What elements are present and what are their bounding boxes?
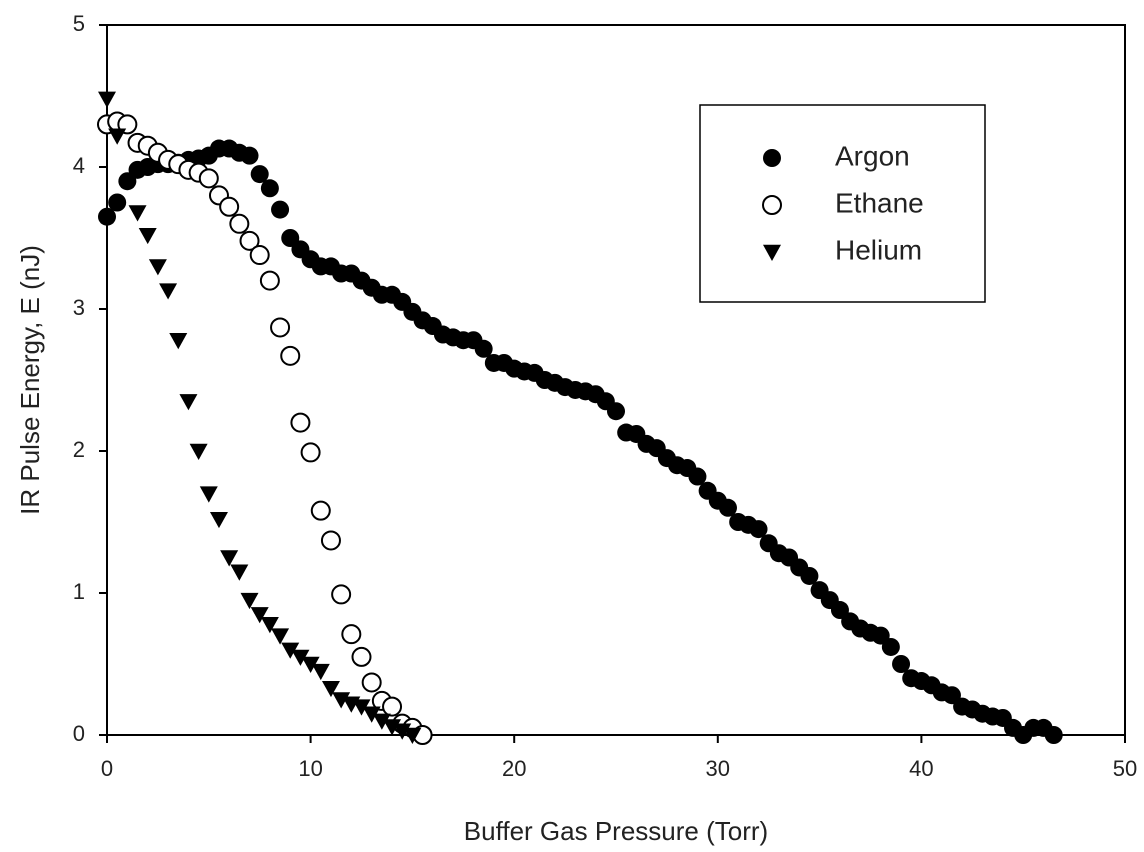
data-point	[250, 607, 269, 624]
data-point	[310, 500, 331, 521]
data-point	[98, 207, 116, 226]
data-point	[290, 412, 311, 433]
data-point	[148, 259, 167, 276]
y-tick-label: 3	[73, 295, 85, 320]
plot-frame	[106, 24, 1126, 736]
data-point	[260, 179, 279, 198]
x-tick-label: 0	[101, 756, 113, 781]
x-tick-label: 10	[298, 756, 322, 781]
data-point	[220, 550, 239, 567]
legend-label: Ethane	[835, 187, 924, 218]
data-point	[199, 486, 218, 503]
data-point	[281, 642, 300, 659]
data-point	[382, 696, 403, 717]
data-point	[332, 692, 351, 709]
data-point	[270, 317, 291, 338]
data-point	[881, 637, 900, 656]
data-point	[320, 530, 341, 551]
legend-box	[699, 104, 986, 303]
legend-label: Argon	[835, 140, 910, 171]
data-point	[280, 345, 301, 366]
y-tick-label: 5	[73, 11, 85, 36]
data-point	[341, 624, 362, 645]
data-point	[383, 719, 402, 736]
data-point	[249, 245, 270, 266]
data-point	[219, 196, 240, 217]
data-point	[331, 584, 352, 605]
data-point	[169, 333, 188, 350]
x-tick-label: 30	[706, 756, 730, 781]
data-point	[240, 146, 259, 165]
data-point	[300, 442, 321, 463]
data-point	[179, 394, 198, 411]
data-point	[128, 205, 147, 222]
data-point	[474, 339, 493, 358]
data-point	[259, 270, 280, 291]
x-axis-title: Buffer Gas Pressure (Torr)	[464, 816, 768, 846]
data-point	[607, 402, 625, 421]
data-point	[688, 467, 707, 486]
data-point	[372, 713, 391, 730]
data-point	[240, 592, 259, 610]
data-point	[250, 165, 269, 184]
data-point	[301, 656, 320, 673]
data-point	[239, 230, 260, 251]
legend-marker	[762, 195, 782, 215]
data-point	[749, 520, 768, 539]
data-point	[892, 655, 911, 673]
data-point	[230, 564, 249, 581]
legend-label: Helium	[835, 234, 922, 265]
data-point	[271, 200, 290, 219]
data-point	[800, 566, 819, 585]
data-point	[311, 663, 330, 681]
data-point	[189, 443, 208, 460]
legend-marker	[763, 149, 781, 167]
data-point	[351, 646, 372, 667]
data-point	[98, 91, 116, 108]
legend-marker	[763, 244, 781, 261]
data-point	[1044, 726, 1063, 744]
x-tick-label: 20	[502, 756, 526, 781]
y-tick-label: 1	[73, 579, 85, 604]
data-point	[108, 193, 127, 212]
x-tick-label: 40	[909, 756, 933, 781]
data-point	[198, 168, 219, 189]
y-tick-label: 2	[73, 437, 85, 462]
y-tick-label: 4	[73, 153, 85, 178]
y-axis-title: IR Pulse Energy, E (nJ)	[15, 245, 45, 515]
data-point	[352, 699, 371, 716]
data-point	[362, 706, 381, 723]
y-tick-label: 0	[73, 721, 85, 746]
data-point	[108, 128, 127, 145]
data-point	[361, 672, 382, 693]
data-point	[209, 511, 228, 529]
data-point	[291, 649, 310, 666]
data-point	[271, 628, 290, 645]
data-point	[229, 213, 250, 234]
data-point	[393, 723, 412, 740]
data-point	[718, 498, 737, 517]
data-point	[321, 680, 340, 698]
data-point	[159, 283, 178, 300]
x-tick-label: 50	[1113, 756, 1137, 781]
data-point	[138, 227, 157, 245]
data-point	[403, 727, 422, 744]
data-point	[260, 617, 279, 634]
